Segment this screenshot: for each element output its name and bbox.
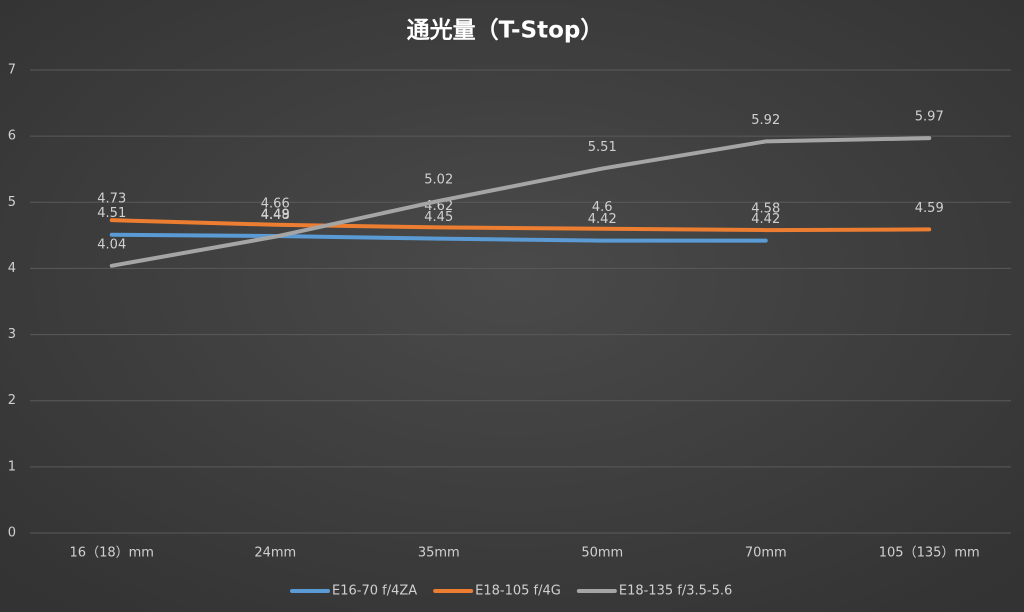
legend-label: E18-105 f/4G <box>475 584 561 599</box>
data-label: 4.42 <box>588 212 617 227</box>
data-label: 4.73 <box>97 192 126 207</box>
data-label: 4.51 <box>97 206 126 221</box>
data-label: 5.92 <box>751 113 780 128</box>
data-label: 5.02 <box>424 172 453 187</box>
data-label: 4.48 <box>261 208 290 223</box>
legend-label: E16-70 f/4ZA <box>332 584 417 599</box>
y-tick-label: 6 <box>8 129 16 144</box>
data-label: 4.58 <box>751 202 780 217</box>
data-label: 5.97 <box>915 110 944 125</box>
y-tick-label: 7 <box>8 63 16 78</box>
x-tick-label: 50mm <box>581 546 623 561</box>
data-label: 4.04 <box>97 237 126 252</box>
x-tick-label: 24mm <box>254 546 296 561</box>
y-tick-label: 5 <box>8 195 16 210</box>
series-line <box>109 232 768 243</box>
data-label: 4.59 <box>915 201 944 216</box>
series-line <box>109 218 932 233</box>
x-tick-label: 35mm <box>418 546 460 561</box>
y-tick-label: 3 <box>8 327 16 342</box>
x-tick-label: 105（135）mm <box>879 546 980 561</box>
series-line <box>109 136 932 268</box>
x-tick-label: 16（18）mm <box>70 546 154 561</box>
y-tick-label: 4 <box>8 261 16 276</box>
data-label: 5.51 <box>588 140 617 155</box>
data-label: 4.66 <box>261 196 290 211</box>
y-tick-label: 0 <box>8 526 16 541</box>
legend-label: E18-135 f/3.5-5.6 <box>619 584 732 599</box>
y-tick-label: 1 <box>8 459 16 474</box>
data-label: 4.49 <box>261 208 290 223</box>
data-label: 4.45 <box>424 210 453 225</box>
data-label: 4.42 <box>751 212 780 227</box>
y-tick-label: 2 <box>8 393 16 408</box>
chart-title: 通光量（T-Stop） <box>407 17 604 44</box>
x-tick-label: 70mm <box>745 546 787 561</box>
data-label: 4.6 <box>592 200 613 215</box>
